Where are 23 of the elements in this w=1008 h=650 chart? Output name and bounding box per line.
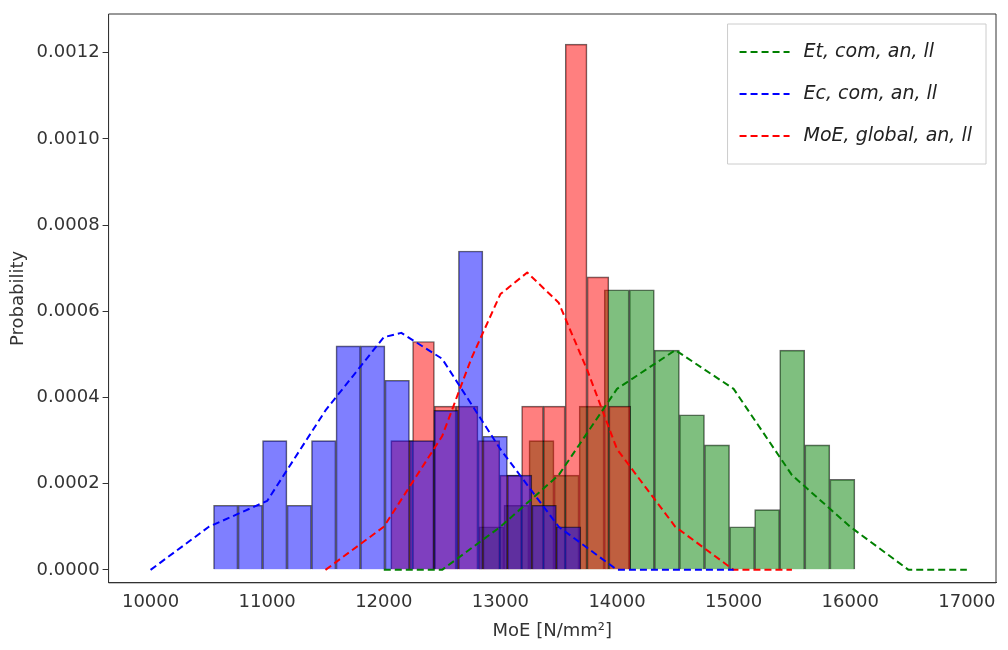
x-axis-title: MoE [N/mm²] — [492, 618, 613, 640]
x-tick-label: 13000 — [471, 590, 530, 612]
y-tick-label: 0.0012 — [36, 40, 100, 62]
y-tick-label: 0.0000 — [36, 557, 100, 579]
x-tick-label: 15000 — [704, 590, 763, 612]
legend-label: MoE, global, an, ll — [803, 122, 973, 145]
line-series — [382, 349, 968, 571]
line-series — [149, 331, 735, 571]
x-tick-label: 17000 — [938, 590, 996, 612]
x-tick-label: 12000 — [355, 590, 413, 612]
x-tick-label: 11000 — [238, 590, 296, 612]
y-tick-label: 0.0010 — [36, 126, 100, 148]
legend-label: Ec, com, an, ll — [803, 80, 938, 103]
y-tick-label: 0.0008 — [36, 212, 100, 234]
y-tick-label: 0.0004 — [36, 385, 100, 407]
x-tick-label: 10000 — [121, 590, 180, 612]
y-tick-label: 0.0002 — [36, 471, 100, 493]
legend-label: Et, com, an, ll — [803, 38, 935, 61]
line-series — [324, 271, 793, 571]
y-tick-label: 0.0006 — [36, 299, 100, 320]
x-tick-label: 14000 — [588, 590, 646, 612]
x-tick-label: 16000 — [821, 590, 879, 612]
y-axis-title: Probability — [6, 250, 28, 346]
